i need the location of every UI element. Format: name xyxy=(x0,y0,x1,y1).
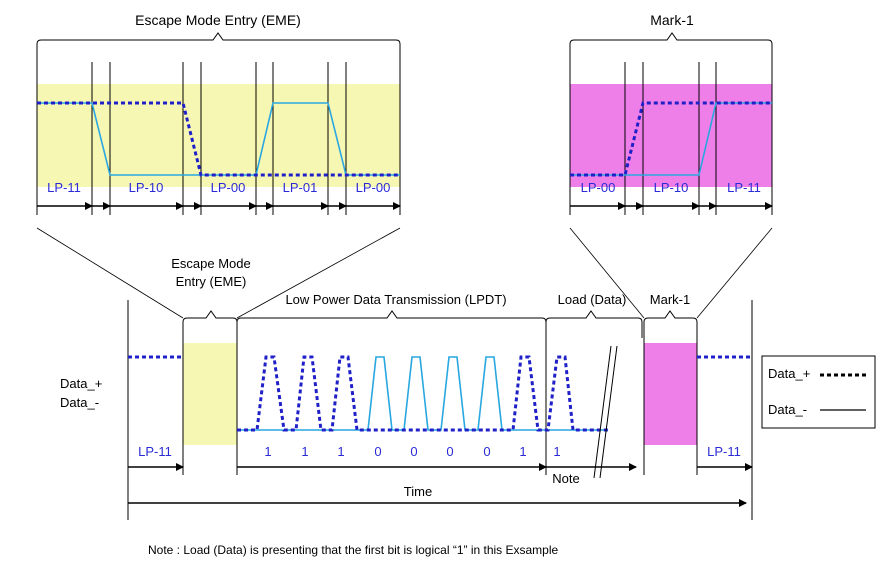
mark-zoom-state-dividers xyxy=(569,62,773,215)
main-data-plus-trace xyxy=(237,355,608,432)
mark-zoom-highlight xyxy=(570,84,772,187)
main-dividers xyxy=(127,300,753,520)
eme-zoom-data-plus-trace xyxy=(37,101,400,177)
bit-label: 1 xyxy=(264,444,271,459)
eme-zoom-state-labels: LP-11 LP-10 LP-00 LP-01 LP-00 xyxy=(47,180,390,195)
mark-zoom-brace xyxy=(569,32,773,62)
eme-state-label: LP-00 xyxy=(211,180,246,195)
main-lpdt-label: Low Power Data Transmission (LPDT) xyxy=(285,292,506,307)
main-load-label: Load (Data) xyxy=(558,292,627,307)
mark-zoom-panel: Mark-1 LP-00 LP-10 LP-11 xyxy=(569,12,773,319)
legend: Data_+ Data_- xyxy=(761,355,876,429)
mark-zoom-data-plus-trace xyxy=(570,101,772,177)
main-data-minus-trace xyxy=(237,356,608,431)
mark-state-label: LP-11 xyxy=(727,180,761,195)
bit-label: 1 xyxy=(519,444,526,459)
eme-zoom-connector-right xyxy=(236,227,401,319)
bit-label: 0 xyxy=(446,444,453,459)
eme-zoom-connector-left xyxy=(36,227,184,319)
mark-zoom-connector-right xyxy=(696,227,773,319)
eme-state-label: LP-00 xyxy=(356,180,391,195)
eme-state-label: LP-11 xyxy=(47,180,81,195)
main-mark-highlight xyxy=(644,343,697,445)
legend-label-data-minus: Data_- xyxy=(768,402,807,417)
main-eme-label-line2: Entry (EME) xyxy=(176,274,247,289)
footnote: Note : Load (Data) is presenting that th… xyxy=(148,543,559,557)
main-timeline: Escape Mode Entry (EME) Low Power Data T… xyxy=(60,256,753,520)
main-eme-label-line1: Escape Mode xyxy=(171,256,251,271)
time-axis-label: Time xyxy=(404,484,432,499)
eme-zoom-panel: Escape Mode Entry (EME) LP-11 LP-10 LP-0… xyxy=(36,12,401,319)
bit-label: 1 xyxy=(553,444,560,459)
bit-label: 0 xyxy=(410,444,417,459)
legend-box xyxy=(761,355,876,429)
bit-label: 0 xyxy=(483,444,490,459)
main-state-lp11-end: LP-11 xyxy=(707,444,741,459)
eme-zoom-title: Escape Mode Entry (EME) xyxy=(135,12,301,28)
mark-zoom-state-labels: LP-00 LP-10 LP-11 xyxy=(581,180,761,195)
mark-state-label: LP-10 xyxy=(654,180,689,195)
main-mark-label: Mark-1 xyxy=(650,292,690,307)
main-data-break-mark xyxy=(593,345,618,479)
signal-label-data-plus: Data_+ xyxy=(60,376,102,391)
main-eme-highlight xyxy=(183,343,237,445)
mark-zoom-connector-left xyxy=(569,227,645,319)
bit-label: 1 xyxy=(301,444,308,459)
eme-state-label: LP-10 xyxy=(129,180,164,195)
main-state-lp11-start: LP-11 xyxy=(138,444,172,459)
eme-zoom-brace xyxy=(36,32,401,62)
note-marker-label: Note xyxy=(552,471,579,486)
mark-zoom-data-minus-trace xyxy=(570,102,772,176)
mark-state-label: LP-00 xyxy=(581,180,616,195)
main-bit-labels: 1 1 1 0 0 0 0 1 1 xyxy=(264,444,560,459)
legend-label-data-plus: Data_+ xyxy=(768,366,810,381)
eme-zoom-highlight xyxy=(37,84,400,187)
bit-label: 1 xyxy=(337,444,344,459)
eme-state-label: LP-01 xyxy=(283,180,318,195)
signal-label-data-minus: Data_- xyxy=(60,395,99,410)
main-lpdt-brace xyxy=(236,310,547,338)
main-mark-brace xyxy=(643,310,698,338)
main-load-brace xyxy=(545,310,643,338)
eme-zoom-state-dividers xyxy=(36,62,401,215)
bit-label: 0 xyxy=(374,444,381,459)
main-eme-brace xyxy=(182,310,238,338)
mark-zoom-title: Mark-1 xyxy=(650,12,694,28)
eme-zoom-data-minus-trace xyxy=(37,102,400,176)
